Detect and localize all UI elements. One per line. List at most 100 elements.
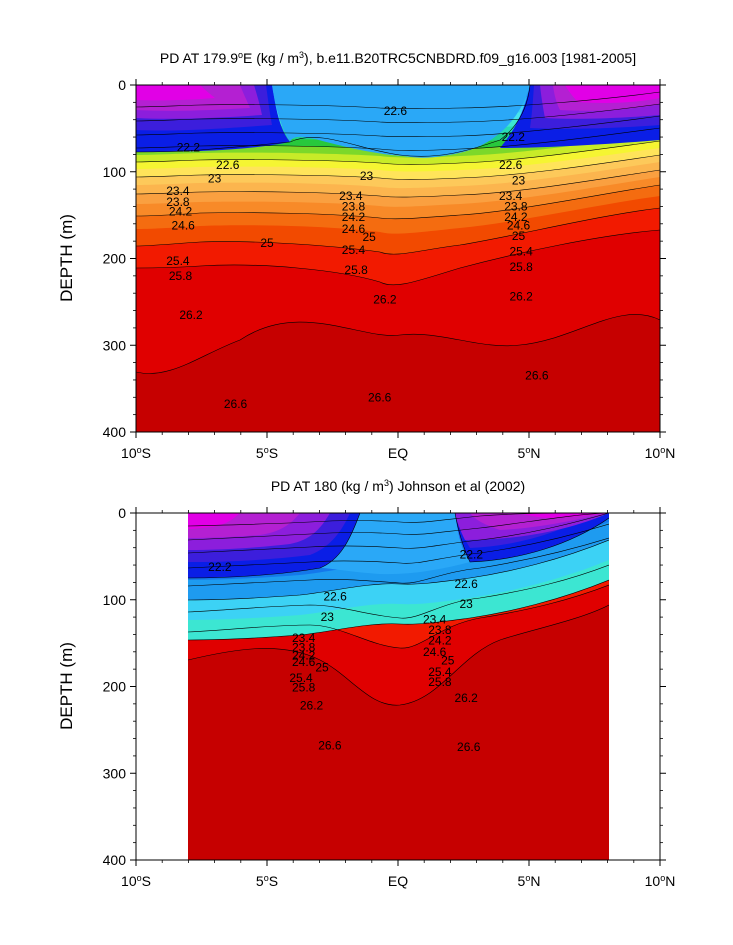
contour-label: 26.2: [454, 691, 478, 705]
contour-line: [188, 513, 609, 554]
contour-label: 23: [360, 169, 374, 183]
contour-label: 26.2: [300, 699, 324, 713]
panel-2-contour-labels: 22.222.222.622.6232323.423.423.823.824.2…: [208, 548, 483, 755]
contour-label: 24.6: [507, 219, 531, 233]
contour-label: 24.6: [171, 219, 195, 233]
contour-label: 26.6: [318, 738, 342, 752]
contour-label: 23.8: [342, 199, 366, 213]
panel-1-x-axis: 10oS 5oS EQ 5oN 10oN: [121, 79, 675, 461]
contour-label: 23.4: [166, 184, 190, 198]
panel-2-x-axis: 10oS 5oS EQ 5oN 10oN: [121, 507, 675, 889]
contour-label: 23.4: [423, 613, 447, 627]
contour-label: 26.2: [373, 292, 397, 306]
y-tick-label: 100: [103, 592, 127, 608]
y-tick-label: 400: [103, 424, 127, 440]
contour-label: 24.2: [169, 205, 193, 219]
contour-label: 25.4: [428, 665, 452, 679]
x-tick-label: EQ: [388, 445, 408, 461]
y-tick-label: 200: [103, 251, 127, 267]
contour-line: [289, 85, 531, 157]
x-tick-label: 5oS: [256, 445, 278, 461]
panel-2-ylabel: DEPTH (m): [57, 642, 76, 730]
contour-line: [188, 604, 609, 706]
contour-line: [136, 169, 660, 198]
x-tick-label: 10oN: [645, 873, 676, 889]
density-band-21-4: [188, 513, 609, 538]
contour-line: [136, 127, 660, 151]
contour-label: 25.8: [344, 263, 368, 277]
contour-line: [188, 539, 609, 601]
contour-line: [454, 513, 609, 563]
contour-label: 22.2: [460, 548, 484, 562]
contour-label: 23.8: [504, 199, 528, 213]
y-tick-label: 0: [118, 77, 126, 93]
y-tick-label: 300: [103, 337, 127, 353]
contour-label: 23: [321, 610, 335, 624]
contour-label: 26.6: [457, 740, 481, 754]
x-tick-label: 10oN: [645, 445, 676, 461]
contour-line: [136, 207, 660, 255]
contour-label: 25: [260, 236, 274, 250]
contour-label: 24.6: [342, 222, 366, 236]
contour-label: 24.2: [342, 210, 366, 224]
contour-line: [136, 115, 660, 138]
contour-label: 22.2: [208, 560, 232, 574]
contour-label: 25: [512, 229, 526, 243]
contour-line: [136, 184, 660, 220]
contour-label: 22.6: [499, 158, 523, 172]
x-tick-label: 10oS: [121, 445, 151, 461]
contour-label: 22.2: [177, 140, 201, 154]
contour-line: [136, 103, 660, 124]
x-tick-label: 5oN: [518, 445, 541, 461]
contour-label: 23: [512, 173, 526, 187]
contour-label: 25.8: [428, 675, 452, 689]
contour-label: 25: [315, 660, 329, 674]
panel-2-title: PD AT 180 (kg / m3) Johnson et al (2002): [271, 478, 525, 494]
contour-label: 25.4: [509, 245, 533, 259]
x-tick-label: 5oN: [518, 873, 541, 889]
x-tick-label: 10oS: [121, 873, 151, 889]
y-tick-label: 100: [103, 164, 127, 180]
panel-1-y-axis: 0 100 200 300 400: [103, 77, 666, 440]
contour-line: [136, 91, 660, 110]
panel-2: PD AT 180 (kg / m3) Johnson et al (2002): [57, 478, 675, 889]
contour-label: 23.8: [428, 623, 452, 637]
contour-line: [136, 140, 660, 165]
y-tick-label: 300: [103, 765, 127, 781]
contour-label: 24.2: [504, 210, 528, 224]
contour-label: 24.6: [292, 655, 316, 669]
contour-label: 23: [208, 172, 222, 186]
contour-label: 25.4: [289, 671, 313, 685]
contour-label: 26.6: [368, 390, 392, 404]
panel-2-plot: [188, 513, 609, 860]
contour-line: [136, 314, 660, 374]
contour-label: 22.6: [323, 589, 347, 603]
density-band-21-2: [136, 85, 660, 103]
contour-line: [188, 584, 609, 649]
contour-label: 25.8: [169, 269, 193, 283]
contour-label: 25.4: [342, 243, 366, 257]
contour-label: 25.8: [509, 260, 533, 274]
contour-label: 23.8: [292, 640, 316, 654]
density-band-21-2: [188, 513, 609, 529]
panel-1-ylabel: DEPTH (m): [57, 214, 76, 302]
panel-1-title: PD AT 179.9oE (kg / m3), b.e11.B20TRC5CN…: [160, 50, 636, 66]
panel-1: PD AT 179.9oE (kg / m3), b.e11.B20TRC5CN…: [57, 50, 675, 461]
contour-label: 22.6: [454, 577, 478, 591]
contour-label: 24.2: [428, 634, 452, 648]
contour-line: [188, 513, 361, 579]
contour-label: 25: [363, 230, 377, 244]
x-tick-label: EQ: [388, 873, 408, 889]
x-tick-label: 5oS: [256, 873, 278, 889]
contour-label: 23.4: [339, 189, 363, 203]
density-band-22-6-core: [320, 513, 470, 575]
contour-line: [188, 513, 609, 527]
contour-line: [188, 513, 609, 541]
contour-label: 22.6: [216, 158, 240, 172]
panel-1-plot: [136, 85, 660, 432]
contour-label: 26.2: [509, 290, 533, 304]
contour-label: 25.8: [292, 680, 316, 694]
contour-label: 26.6: [224, 397, 248, 411]
